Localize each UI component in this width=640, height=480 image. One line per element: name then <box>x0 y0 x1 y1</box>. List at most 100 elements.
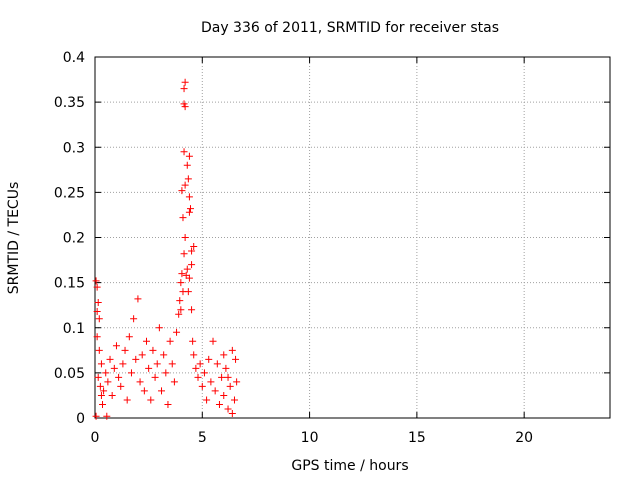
data-point <box>184 288 192 296</box>
data-point <box>190 351 198 359</box>
data-point <box>130 315 138 323</box>
data-point <box>121 346 129 354</box>
data-point <box>119 360 127 368</box>
data-point <box>185 152 193 160</box>
data-point <box>115 373 123 381</box>
data-point <box>92 277 100 285</box>
data-point <box>176 297 184 305</box>
y-tick-label: 0.1 <box>63 321 85 337</box>
data-point <box>228 346 236 354</box>
data-point <box>168 360 176 368</box>
x-tick-label: 0 <box>91 430 100 446</box>
data-point <box>184 175 192 183</box>
data-point <box>185 274 193 282</box>
data-point <box>185 208 193 216</box>
data-point <box>180 148 188 156</box>
y-tick-label: 0.2 <box>63 231 85 247</box>
data-point <box>198 382 206 390</box>
data-point <box>94 298 102 306</box>
gridlines <box>95 57 610 418</box>
data-point <box>92 412 100 420</box>
data-point <box>181 234 189 241</box>
data-point <box>117 382 125 390</box>
data-point <box>158 387 166 395</box>
data-point <box>110 364 118 372</box>
data-point <box>188 261 196 269</box>
data-point <box>183 161 191 169</box>
data-point <box>138 351 146 359</box>
data-point <box>188 247 196 255</box>
data-point <box>224 405 232 413</box>
data-point <box>192 364 200 372</box>
data-point <box>106 355 114 363</box>
data-point <box>207 378 215 386</box>
chart-title: Day 336 of 2011, SRMTID for receiver sta… <box>201 20 499 36</box>
y-tick-label: 0.4 <box>63 50 85 66</box>
data-point <box>175 310 183 318</box>
data-point <box>123 396 131 404</box>
data-point <box>95 315 103 323</box>
x-tick-label: 15 <box>408 430 426 446</box>
data-point <box>181 181 189 189</box>
data-point <box>112 342 120 350</box>
data-point <box>127 369 135 377</box>
data-point <box>215 400 223 408</box>
data-point <box>136 378 144 386</box>
data-point <box>177 279 185 287</box>
data-point <box>170 378 178 386</box>
data-point <box>218 373 226 381</box>
data-point <box>151 373 159 381</box>
x-tick-label: 5 <box>198 430 207 446</box>
data-point <box>164 400 172 408</box>
y-axis-label: SRMTID / TECUs <box>6 182 22 295</box>
data-point <box>166 337 174 345</box>
data-point <box>228 409 236 417</box>
data-point <box>226 382 234 390</box>
data-point <box>181 78 189 86</box>
data-point <box>186 205 194 213</box>
x-axis-label: GPS time / hours <box>291 458 408 474</box>
data-point <box>173 328 181 336</box>
data-point <box>104 378 112 386</box>
data-point <box>179 214 187 222</box>
data-point <box>203 396 211 404</box>
data-point <box>181 103 189 111</box>
data-point <box>95 346 103 354</box>
data-point <box>145 364 153 372</box>
y-tick-label: 0.3 <box>63 140 85 156</box>
x-tick-label: 10 <box>301 430 319 446</box>
data-point <box>99 400 107 408</box>
data-point <box>132 355 140 363</box>
data-point <box>185 193 193 201</box>
data-point <box>162 369 170 377</box>
data-point <box>211 387 219 395</box>
data-point <box>140 387 148 395</box>
y-tick-label: 0.05 <box>54 366 85 382</box>
data-point <box>125 333 133 341</box>
data-point <box>97 360 105 368</box>
data-point <box>190 243 198 251</box>
data-point <box>103 412 111 420</box>
data-point <box>205 355 213 363</box>
axis-ticks: 0 5 10 15 20 0 0.05 0.1 0.15 0.2 0.25 0.3 0.35 0.4 <box>54 50 610 446</box>
data-point <box>102 369 110 377</box>
data-point <box>189 337 197 345</box>
data-point <box>93 283 101 291</box>
data-point <box>196 360 204 368</box>
data-point <box>194 373 202 381</box>
data-point <box>149 346 157 354</box>
data-point <box>97 391 105 399</box>
data-point <box>180 250 188 258</box>
data-point <box>147 396 155 404</box>
data-point <box>220 351 228 359</box>
data-point <box>224 373 232 381</box>
data-point <box>230 396 238 404</box>
data-point <box>188 306 196 314</box>
data-point <box>155 324 163 332</box>
data-point <box>213 360 221 368</box>
y-tick-label: 0.15 <box>54 276 85 292</box>
data-point <box>160 351 168 359</box>
data-point <box>134 295 142 303</box>
data-point <box>143 337 150 345</box>
